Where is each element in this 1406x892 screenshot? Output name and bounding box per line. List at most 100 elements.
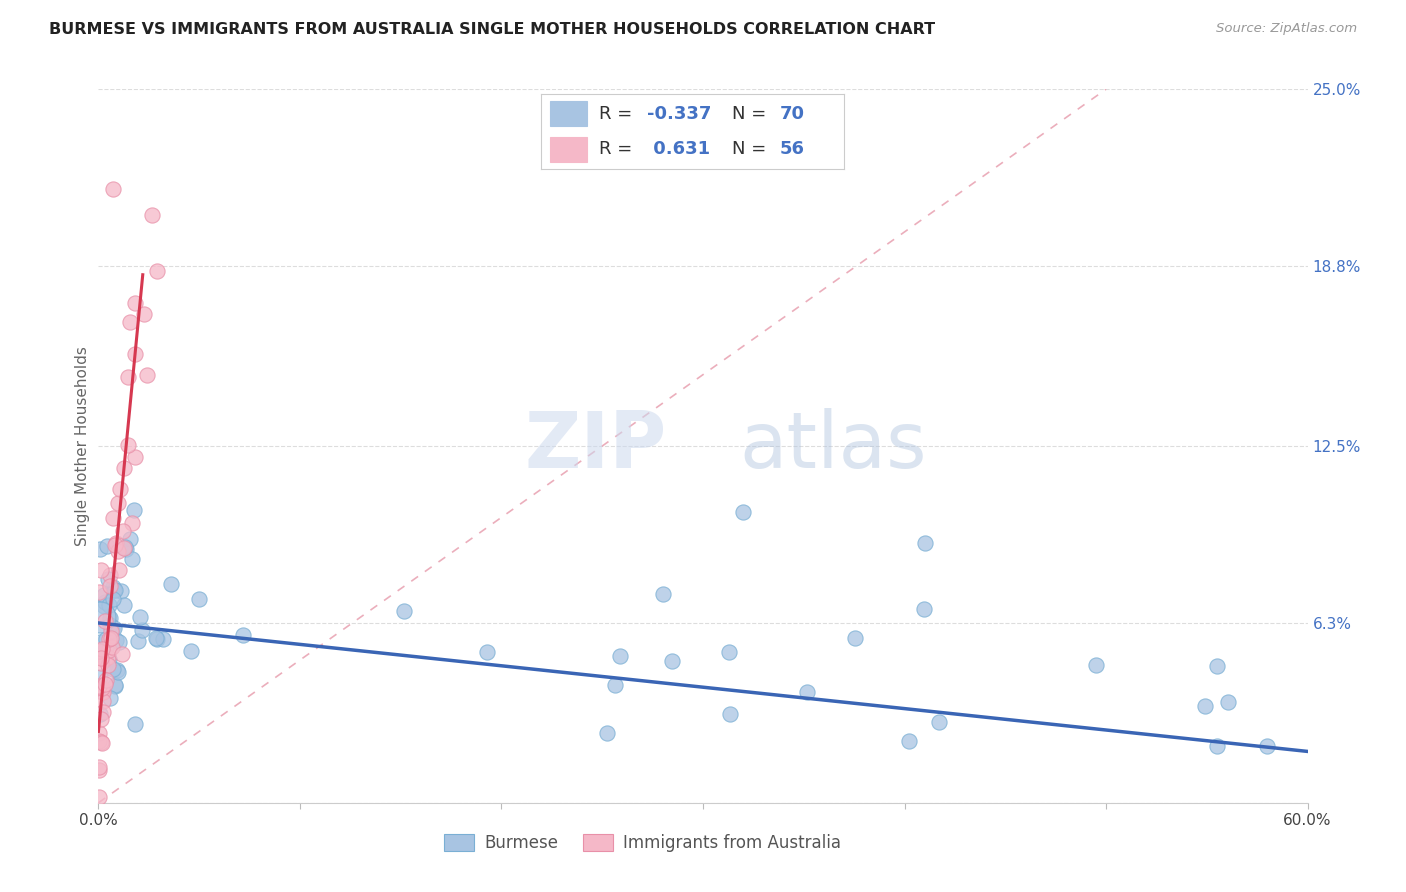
- Point: [134, 307, 156, 321]
- Point: [1216, 695, 1239, 709]
- Point: [91, 681, 114, 695]
- Point: [898, 734, 921, 748]
- Point: [232, 628, 254, 642]
- Point: [111, 647, 134, 661]
- Point: [187, 592, 209, 607]
- Point: [160, 576, 183, 591]
- Point: [89, 679, 111, 693]
- Point: [124, 450, 146, 464]
- Point: [914, 536, 936, 550]
- Text: N =: N =: [731, 104, 772, 123]
- Point: [89, 635, 111, 649]
- Point: [98, 651, 121, 665]
- Point: [90, 734, 112, 748]
- Point: [129, 610, 152, 624]
- Text: Source: ZipAtlas.com: Source: ZipAtlas.com: [1216, 22, 1357, 36]
- Point: [98, 611, 121, 625]
- Point: [651, 587, 673, 601]
- Point: [596, 726, 619, 740]
- Point: [605, 678, 627, 692]
- Point: [98, 617, 121, 632]
- Point: [94, 595, 117, 609]
- Point: [93, 588, 115, 602]
- Point: [91, 706, 114, 720]
- Point: [104, 536, 127, 550]
- Point: [100, 624, 122, 638]
- Point: [90, 712, 112, 726]
- Point: [101, 580, 124, 594]
- Point: [104, 679, 127, 693]
- Point: [104, 538, 127, 552]
- Point: [928, 715, 950, 730]
- Point: [98, 568, 121, 582]
- Point: [100, 631, 122, 645]
- Point: [90, 657, 112, 671]
- Point: [717, 645, 740, 659]
- Text: R =: R =: [599, 140, 638, 159]
- Text: BURMESE VS IMMIGRANTS FROM AUSTRALIA SINGLE MOTHER HOUSEHOLDS CORRELATION CHART: BURMESE VS IMMIGRANTS FROM AUSTRALIA SIN…: [49, 22, 935, 37]
- Point: [104, 678, 127, 692]
- Point: [105, 664, 128, 678]
- Bar: [550, 136, 586, 161]
- Text: 0.631: 0.631: [647, 140, 710, 159]
- Point: [796, 685, 818, 699]
- Point: [98, 691, 121, 706]
- Point: [103, 510, 125, 524]
- Bar: [550, 101, 586, 127]
- Point: [89, 643, 111, 657]
- Point: [131, 623, 153, 637]
- Point: [115, 541, 138, 556]
- Point: [141, 208, 163, 222]
- Point: [118, 532, 141, 546]
- Point: [101, 182, 124, 196]
- Point: [1256, 739, 1278, 753]
- Point: [94, 673, 117, 687]
- Point: [93, 599, 115, 614]
- Point: [1194, 699, 1216, 714]
- Point: [145, 632, 167, 646]
- Point: [733, 505, 755, 519]
- Text: -0.337: -0.337: [647, 104, 711, 123]
- Point: [117, 438, 139, 452]
- Point: [97, 642, 120, 657]
- Point: [107, 496, 129, 510]
- Point: [93, 652, 115, 666]
- Point: [145, 632, 167, 647]
- Point: [101, 640, 124, 655]
- Point: [107, 665, 129, 680]
- Point: [96, 540, 118, 554]
- Point: [89, 790, 111, 805]
- Point: [90, 736, 112, 750]
- Text: 70: 70: [780, 104, 806, 123]
- Point: [108, 482, 131, 496]
- Point: [127, 634, 149, 648]
- Point: [89, 585, 111, 599]
- Point: [97, 598, 120, 612]
- Point: [96, 572, 118, 586]
- Point: [91, 694, 114, 708]
- Point: [89, 707, 111, 722]
- Point: [89, 763, 111, 777]
- Point: [145, 264, 167, 278]
- Text: N =: N =: [731, 140, 772, 159]
- Point: [108, 563, 131, 577]
- Point: [97, 649, 120, 664]
- Text: R =: R =: [599, 104, 638, 123]
- Point: [107, 543, 129, 558]
- Point: [94, 632, 117, 646]
- Point: [104, 582, 127, 597]
- Point: [101, 623, 124, 637]
- Point: [91, 685, 114, 699]
- Point: [844, 632, 866, 646]
- Point: [98, 632, 121, 646]
- Point: [661, 654, 683, 668]
- Point: [1085, 658, 1108, 673]
- Point: [180, 644, 202, 658]
- Point: [108, 635, 131, 649]
- Point: [912, 602, 935, 616]
- Point: [97, 657, 120, 672]
- Point: [90, 563, 112, 577]
- Y-axis label: Single Mother Households: Single Mother Households: [75, 346, 90, 546]
- Point: [103, 592, 125, 607]
- Point: [101, 662, 124, 676]
